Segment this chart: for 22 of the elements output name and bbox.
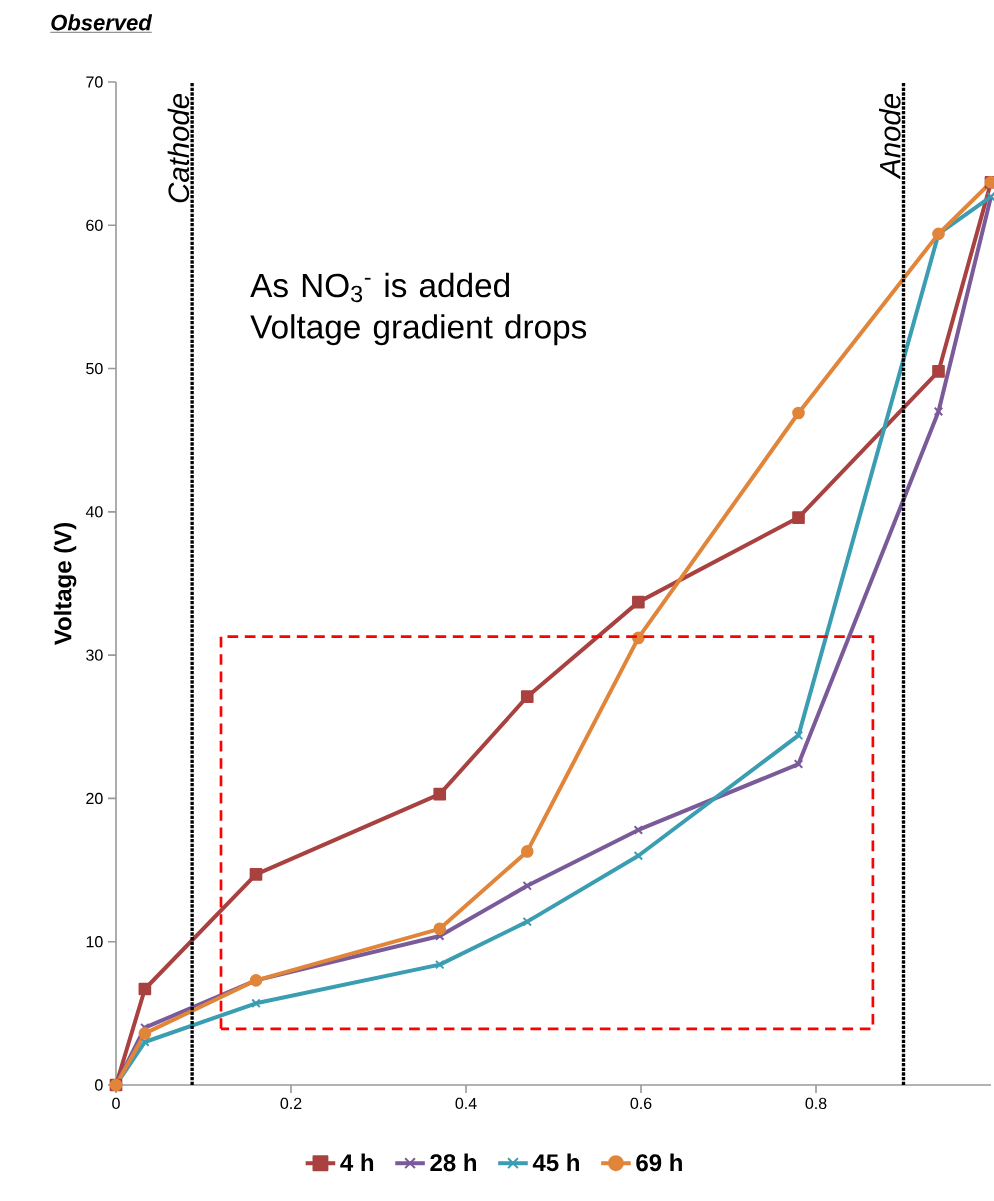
legend-label: 69 h	[636, 1153, 682, 1172]
ref-line-label: Cathode	[167, 94, 190, 203]
y-tick-label: 50	[86, 362, 103, 375]
legend-label: 45 h	[532, 1153, 579, 1172]
ref-line-label: Anode	[879, 94, 901, 180]
y-tick-label: 30	[86, 649, 103, 661]
y-tick-label: 10	[86, 936, 103, 948]
legend-label: 4 h	[340, 1153, 374, 1171]
y-tick-label: 60	[86, 219, 103, 231]
chart-subtitle: Observed	[51, 14, 153, 31]
y-axis-title: Voltage (V)	[53, 522, 77, 646]
x-tick-label: 0	[112, 1097, 120, 1110]
y-tick-label: 40	[85, 506, 103, 518]
legend-label: 28 h	[430, 1153, 477, 1172]
y-tick-label: 70	[86, 76, 103, 88]
x-tick-label: 0.2	[280, 1097, 302, 1110]
y-tick-label: 20	[86, 792, 103, 805]
x-tick-label: 0.4	[455, 1097, 477, 1110]
x-tick-label: 0.6	[630, 1097, 652, 1110]
x-tick-label: 0.8	[805, 1097, 827, 1110]
y-tick-label: 0	[95, 1079, 103, 1091]
annotation: As NO$_{3}$$^{-}$ is added Voltage gradient drops	[250, 272, 587, 346]
